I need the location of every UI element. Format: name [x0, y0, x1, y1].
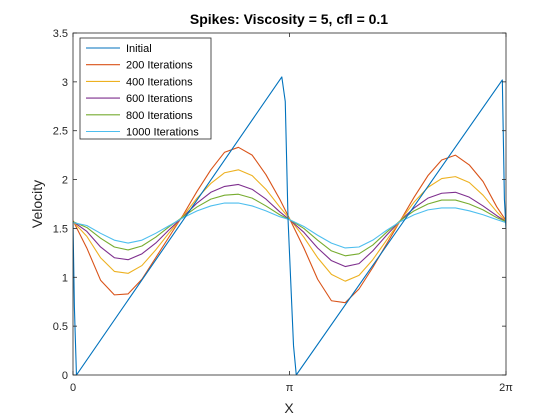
x-tick-label: π: [286, 382, 294, 394]
legend-entry-1: 200 Iterations: [126, 60, 193, 72]
legend-entry-4: 800 Iterations: [126, 110, 193, 122]
y-axis-label: Velocity: [29, 180, 45, 228]
y-tick-label: 3.5: [53, 28, 68, 40]
legend-entry-2: 400 Iterations: [126, 76, 193, 88]
x-axis-label: X: [284, 400, 294, 416]
y-tick-label: 2.5: [53, 126, 68, 138]
x-tick-label: 0: [70, 382, 76, 394]
x-tick-label: 2π: [499, 382, 513, 394]
y-tick-label: 0.5: [53, 321, 68, 333]
y-tick-label: 0: [62, 370, 68, 382]
legend: Initial 200 Iterations 400 Iterations 600 I…: [80, 38, 211, 139]
chart-title: Spikes: Viscosity = 5, cfl = 0.1: [190, 11, 388, 27]
legend-entry-5: 1000 Iterations: [126, 127, 199, 139]
series-line-1: [73, 147, 506, 302]
y-tick-label: 3: [62, 77, 68, 89]
y-tick-label: 1: [62, 272, 68, 284]
legend-entry-0: Initial: [126, 43, 152, 55]
y-tick-label: 2: [62, 175, 68, 187]
y-tick-label: 1.5: [53, 223, 68, 235]
legend-entry-3: 600 Iterations: [126, 93, 193, 105]
